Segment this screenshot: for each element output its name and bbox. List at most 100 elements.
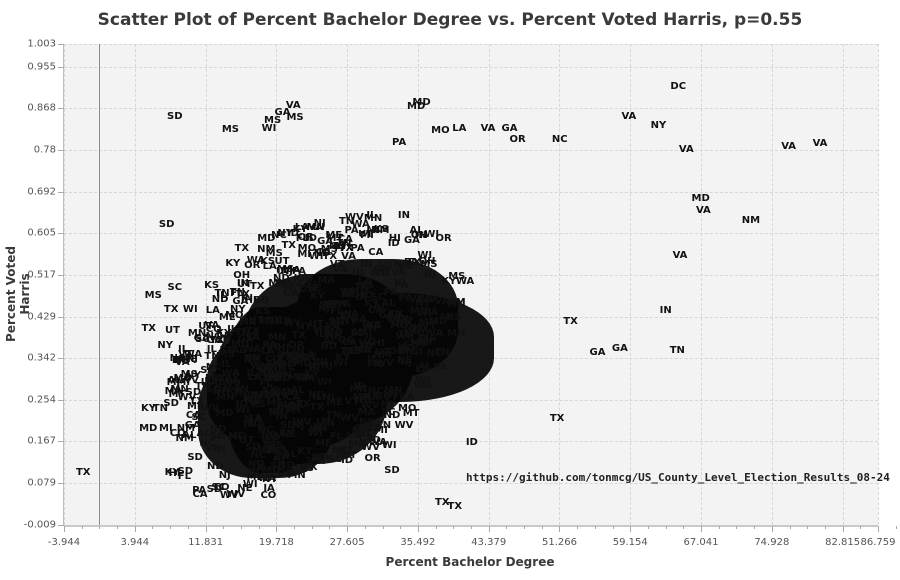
point-label: MD — [267, 366, 287, 378]
point-label: KS — [250, 399, 266, 411]
point-label: MO — [324, 327, 344, 339]
point-label: WV — [226, 488, 246, 500]
point-label: ME — [343, 345, 361, 357]
point-label: VA — [308, 221, 324, 233]
x-minor-tick — [258, 526, 260, 529]
point-label: ID — [304, 233, 317, 245]
point-label: WA — [311, 453, 330, 465]
point-label: PA — [350, 242, 365, 254]
point-label: VA — [332, 263, 348, 275]
point-label: IA — [263, 482, 275, 494]
point-label: MO — [297, 242, 317, 254]
point-label: MS — [264, 114, 282, 126]
y-tick-label: 0.78 — [33, 144, 56, 156]
point-label: PA — [433, 362, 448, 374]
point-label: CA — [285, 392, 301, 404]
point-label: KS — [204, 279, 220, 291]
point-label: TX — [398, 318, 413, 330]
point-label: MN — [447, 299, 466, 311]
point-label: TX — [394, 314, 409, 326]
point-label: LA — [294, 222, 310, 234]
point-label: MD — [293, 357, 312, 369]
point-label: WA — [221, 367, 240, 379]
point-label: MS — [320, 243, 338, 255]
point-label: IA — [355, 292, 368, 304]
point-label: NM — [741, 214, 761, 226]
point-label: TX — [234, 242, 250, 254]
point-label: VA — [385, 313, 401, 325]
point-label: ME — [315, 437, 332, 449]
point-label: TX — [563, 315, 578, 327]
x-minor-tick — [701, 526, 703, 529]
point-label: PA — [192, 485, 207, 497]
point-label: TX — [322, 250, 338, 262]
point-label: ND — [274, 315, 291, 327]
point-label: SD — [384, 465, 400, 477]
point-label: NE — [243, 355, 260, 367]
x-axis-label: Percent Bachelor Degree — [385, 555, 555, 569]
point-label: IL — [367, 354, 378, 366]
point-label: SD — [297, 272, 314, 284]
point-label: OH — [250, 390, 268, 402]
point-label: MN — [351, 426, 371, 438]
point-label: MN — [287, 469, 306, 481]
point-label: IL — [246, 367, 257, 379]
point-label: NM — [175, 432, 194, 444]
point-label: ND — [383, 409, 401, 421]
point-label: WI — [395, 331, 411, 343]
point-label: MT — [211, 335, 228, 347]
point-label: IA — [369, 423, 381, 435]
point-label: WI — [374, 267, 390, 279]
point-label: TN — [338, 216, 355, 228]
point-label: MO — [279, 350, 299, 362]
gridline-v — [134, 44, 136, 525]
point-label: AL — [210, 376, 225, 388]
point-label: MA — [361, 391, 380, 403]
x-tick-mark — [559, 526, 561, 532]
point-label: GA — [501, 123, 518, 135]
point-label: NY — [265, 315, 282, 327]
point-label: ME — [246, 472, 264, 484]
point-label: OR — [288, 339, 305, 351]
point-label: IL — [366, 210, 377, 222]
point-label: LA — [225, 374, 240, 386]
x-minor-tick — [364, 526, 366, 529]
point-label: SC — [209, 431, 225, 443]
point-label: MS — [265, 248, 283, 260]
y-tick-label: 0.692 — [27, 186, 56, 198]
point-label: MN — [447, 327, 466, 339]
point-label: NM — [373, 350, 392, 361]
point-label: SC — [327, 454, 343, 466]
y-tick-label: 0.429 — [27, 311, 56, 323]
plot-area: MN ME ND MN UT ID NY KY MN WV MO MN IA NC PA UT IL SC ID PA… — [64, 44, 879, 526]
x-tick-label: 67.041 — [683, 537, 719, 548]
point-label: WV — [250, 360, 270, 372]
point-label: SD — [275, 373, 291, 385]
x-minor-tick — [594, 526, 596, 529]
gridline-h — [64, 44, 878, 45]
point-label: SD — [167, 110, 183, 122]
point-label: ND — [209, 423, 227, 435]
point-label: HI — [212, 386, 225, 398]
point-label: CA — [341, 337, 357, 349]
y-tick-label: 0.167 — [27, 435, 56, 447]
x-minor-tick — [630, 526, 632, 529]
x-minor-tick — [187, 526, 189, 529]
point-label: CO — [169, 427, 186, 439]
point-label: GA — [274, 106, 291, 118]
point-label: NY — [262, 474, 278, 485]
x-tick-label: 51.266 — [541, 537, 577, 548]
point-label: AL — [282, 449, 298, 461]
y-tick-label: 0.079 — [27, 477, 56, 489]
point-label: TX — [141, 323, 157, 335]
x-minor-tick — [453, 526, 455, 529]
point-label: ND — [278, 358, 296, 370]
point-label: WA — [323, 328, 342, 340]
y-tick-mark — [58, 149, 64, 151]
point-label: MO — [171, 355, 191, 367]
point-label: NY — [650, 120, 667, 132]
point-label: MI — [374, 425, 388, 437]
point-label: MS — [276, 264, 295, 276]
x-minor-tick — [417, 526, 419, 529]
point-label: MI — [366, 224, 381, 236]
